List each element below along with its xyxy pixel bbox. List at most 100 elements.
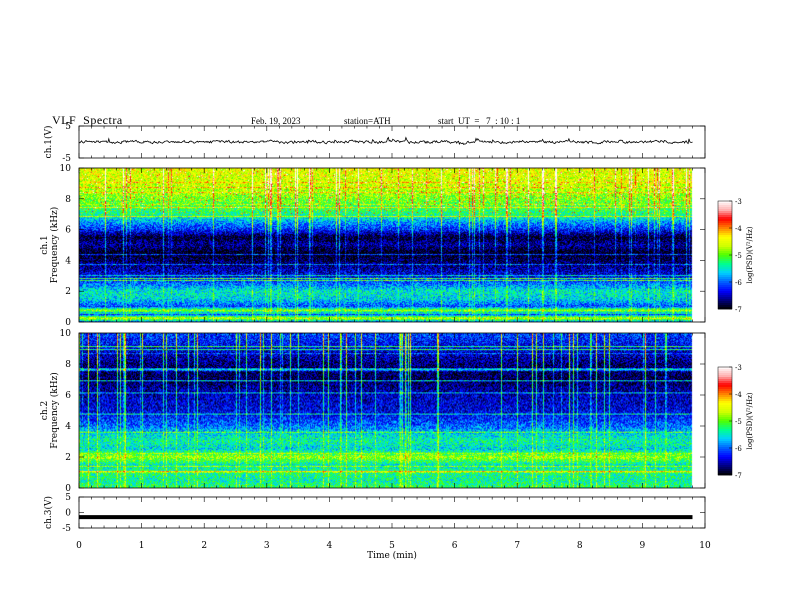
ch2-spectrogram-panel: 0 2 4 6 8 10 ch.2 Frequency (kHz): [40, 329, 706, 494]
ch2-colorbar-swatch: [718, 471, 732, 474]
ch2-colorbar-swatch: [718, 377, 732, 380]
ch2-colorbar-swatch: [718, 403, 732, 406]
time-tick-label: 8: [577, 541, 583, 551]
ch1-colorbar-swatch: [718, 293, 732, 296]
ch2-colorbar-swatch: [718, 413, 732, 416]
time-tick-label: 9: [640, 541, 646, 551]
ch1-colorbar-swatch: [718, 275, 732, 278]
ch2-colorbar-swatch: [718, 463, 732, 466]
ch2-colorbar-swatch: [718, 441, 732, 444]
ch2-colorbar-tick-label: -5: [735, 418, 742, 426]
ch2-colorbar-swatch: [718, 425, 732, 428]
time-tick-label: 7: [514, 541, 520, 551]
ch1-colorbar-swatch: [718, 233, 732, 236]
ch2-colorbar-swatch: [718, 383, 732, 386]
ch1-colorbar-swatch: [718, 201, 732, 204]
ch1-colorbar-swatch: [718, 243, 732, 246]
ch1-colorbar-swatch: [718, 241, 732, 244]
ch2-colorbar-swatch: [718, 385, 732, 388]
ch1-colorbar-swatch: [718, 221, 732, 224]
ch2-colorbar-swatch: [718, 473, 732, 476]
time-tick-label: 10: [699, 541, 711, 551]
ch1-ylabel: ch.1(V): [43, 126, 54, 159]
ch2-colorbar-swatch: [718, 423, 732, 426]
ch1-colorbar-swatch: [718, 261, 732, 264]
ch1-colorbar-swatch: [718, 245, 732, 248]
ch1-colorbar-swatch: [718, 219, 732, 222]
ch3-waveform-panel: 5 0 -5 ch.3(V): [43, 493, 706, 534]
ch1-spec-ytick-label: 0: [65, 318, 71, 328]
time-tick-label: 6: [452, 541, 458, 551]
ch1-colorbar-swatch: [718, 297, 732, 300]
ch1-colorbar-swatch: [718, 211, 732, 214]
ch1-colorbar-tick-label: -7: [735, 306, 742, 314]
ch1-colorbar-swatch: [718, 225, 732, 228]
ch1-colorbar-swatch: [718, 257, 732, 260]
ch2-colorbar-tick-label: -4: [735, 391, 742, 399]
ch1-colorbar-swatch: [718, 215, 732, 218]
ch1-spectrogram-panel: 0 2 4 6 8 10 ch.1 Frequency (kHz): [40, 164, 706, 328]
time-tick-label: 0: [76, 541, 82, 551]
ch2-colorbar-swatch: [718, 417, 732, 420]
ch1-colorbar-swatch: [718, 229, 732, 232]
ch1-colorbar-swatch: [718, 295, 732, 298]
ch1-colorbar-swatch: [718, 271, 732, 274]
ch1-colorbar-swatch: [718, 209, 732, 212]
ch3-ytick-label: 0: [65, 509, 71, 519]
ch2-colorbar-swatch: [718, 369, 732, 372]
ch1-colorbar-swatch: [718, 283, 732, 286]
ch2-spec-ylabel: ch.2: [40, 401, 50, 420]
ch2-colorbar-swatch: [718, 395, 732, 398]
ch2-colorbar-swatch: [718, 407, 732, 410]
ch2-colorbar-swatch: [718, 379, 732, 382]
ch1-spec-heatmap-image: [79, 168, 705, 322]
ch2-colorbar-swatch: [718, 465, 732, 468]
ch2-colorbar: -3 -4 -5 -6 -7 log(PSD)(V²/Hz): [717, 364, 754, 480]
ch2-colorbar-swatch: [718, 373, 732, 376]
ch1-colorbar-swatch: [718, 259, 732, 262]
time-axis: 0 1 2 3 4 5 6 7 8 9 10 Time (min): [76, 541, 711, 561]
ch1-colorbar-swatch: [718, 305, 732, 308]
ch2-colorbar-tick-label: -6: [735, 445, 742, 453]
ch1-colorbar-swatch: [718, 223, 732, 226]
ch2-colorbar-swatch: [718, 405, 732, 408]
ch3-ylabel: ch.3(V): [43, 496, 54, 529]
start-time-label: start UT = 7 : 10 : 1: [438, 116, 521, 126]
ch2-spec-ytick-label: 6: [65, 391, 71, 401]
ch2-colorbar-swatch: [718, 387, 732, 390]
ch1-colorbar: -3 -4 -5 -6 -7 log(PSD)(V²/Hz): [717, 198, 754, 314]
ch2-colorbar-swatch: [718, 451, 732, 454]
ch1-ytick-label: 5: [65, 122, 71, 132]
time-tick-label: 4: [327, 541, 333, 551]
ch2-colorbar-swatch: [718, 445, 732, 448]
ch2-colorbar-swatch: [718, 469, 732, 472]
ch2-spec-ytick-label: 2: [65, 453, 71, 463]
ch1-colorbar-tick-label: -4: [735, 225, 742, 233]
ch1-colorbar-swatch: [718, 263, 732, 266]
ch1-colorbar-swatch: [718, 301, 732, 304]
ch1-colorbar-swatch: [718, 253, 732, 256]
ch3-ytick-label: 5: [65, 493, 71, 503]
ch1-colorbar-swatch: [718, 273, 732, 276]
ch2-colorbar-swatch: [718, 439, 732, 442]
ch1-colorbar-swatch: [718, 249, 732, 252]
ch1-colorbar-swatch: [718, 205, 732, 208]
ch2-colorbar-swatch: [718, 433, 732, 436]
ch1-colorbar-swatch: [718, 217, 732, 220]
ch2-colorbar-swatch: [718, 427, 732, 430]
ch1-colorbar-swatch: [718, 269, 732, 272]
ch2-colorbar-swatch: [718, 435, 732, 438]
ch2-colorbar-swatch: [718, 421, 732, 424]
ch1-colorbar-swatch: [718, 279, 732, 282]
ch2-colorbar-swatch: [718, 391, 732, 394]
ch1-colorbar-swatch: [718, 227, 732, 230]
ch2-spec-ylabel: Frequency (kHz): [49, 372, 60, 449]
ch2-colorbar-swatch: [718, 461, 732, 464]
ch2-colorbar-swatch: [718, 453, 732, 456]
ch2-colorbar-swatch: [718, 409, 732, 412]
ch1-colorbar-swatch: [718, 213, 732, 216]
ch1-colorbar-swatch: [718, 291, 732, 294]
ch1-colorbar-swatch: [718, 303, 732, 306]
ch2-colorbar-label: log(PSD)(V²/Hz): [746, 392, 754, 449]
ch1-spec-ytick-label: 4: [65, 256, 71, 266]
